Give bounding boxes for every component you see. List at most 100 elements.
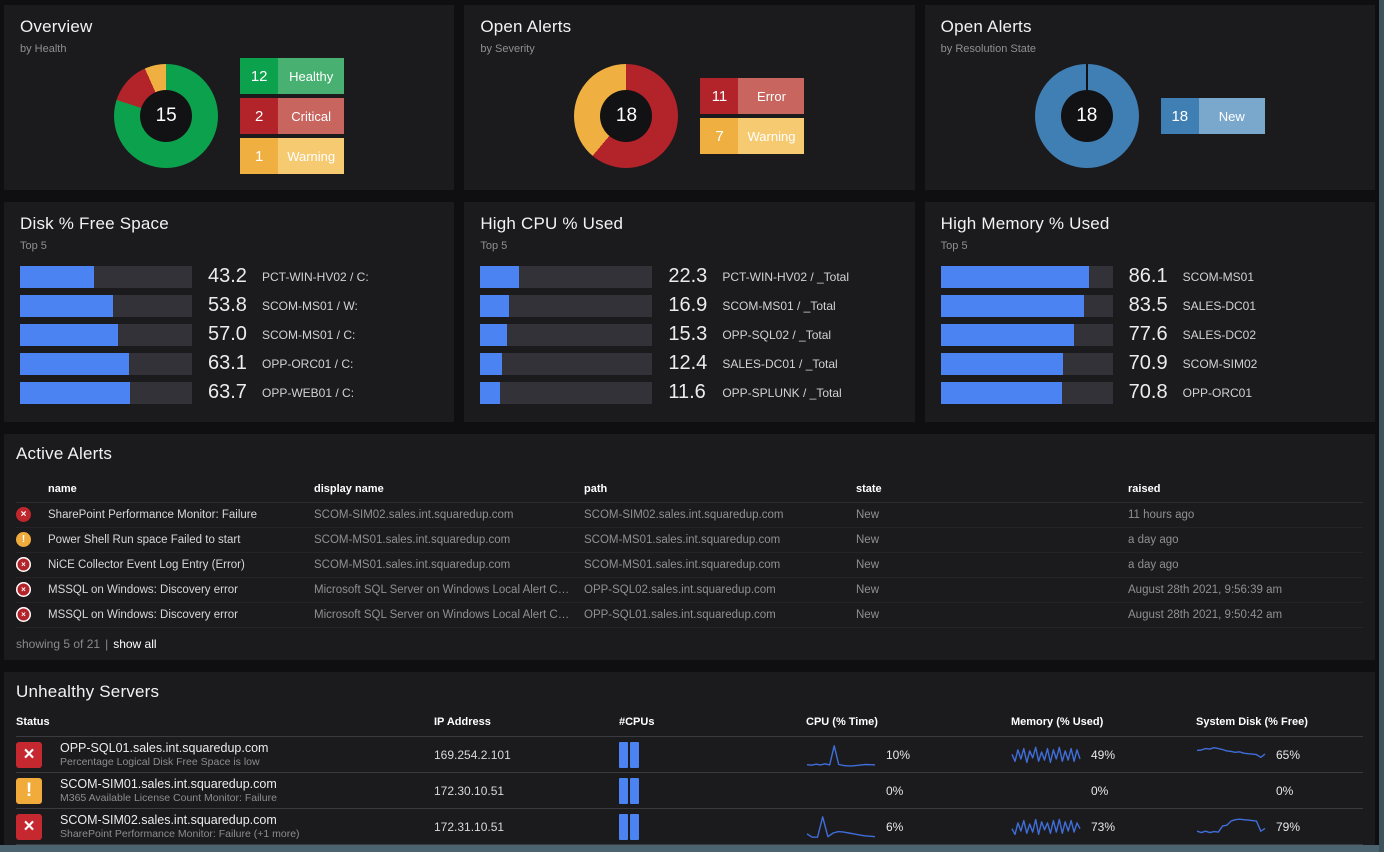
window-edge-bottom [0,845,1384,852]
active-alerts-footer: showing 5 of 21 | show all [16,637,1363,651]
bar-item[interactable]: 70.9 SCOM-SIM02 [940,352,1359,375]
alert-state: New [856,608,880,621]
memory-percent: 49% [1091,747,1116,762]
legend-item[interactable]: 12 Healthy [240,58,345,95]
bar-item[interactable]: 83.5 SALES-DC01 [940,294,1359,317]
bar-item[interactable]: 63.1 OPP-ORC01 / C: [20,352,438,375]
unhealthy-servers-panel: Unhealthy Servers Status IP Address #CPUs C… [4,672,1375,845]
warning-icon: ! [16,532,31,548]
critical-icon: × [16,507,31,523]
bar-label: OPP-ORC01 / C: [262,356,354,371]
alert-raised: 11 hours ago [1128,508,1195,521]
bar-label: SCOM-MS01 / W: [262,298,358,313]
legend-item[interactable]: 11 Error [700,78,805,115]
bar-fill [480,265,519,288]
bar-value: 12.4 [668,352,708,375]
table-row[interactable]: × MSSQL on Windows: Discovery error Micros… [16,578,1363,603]
show-all-link[interactable]: show all [113,636,157,651]
server-row[interactable]: × OPP-SQL01.sales.int.squaredup.com Percen… [16,737,1363,773]
donut-panel-2: Open Alerts by Severity 18 11 Error 7 Warning [464,5,915,190]
bar-item[interactable]: 22.3 PCT-WIN-HV02 / _Total [480,265,898,288]
server-row[interactable]: × SCOM-SIM02.sales.int.squaredup.com Share… [16,809,1363,845]
alert-display-name: Microsoft SQL Server on Windows Local Al… [314,608,584,621]
legend-value: 7 [700,118,739,155]
donut-chart[interactable]: 15 [114,64,219,169]
tile-subtitle: by Resolution State [940,43,1037,55]
legend-item[interactable]: 2 Critical [240,98,345,135]
bar-fill [20,381,130,404]
column-header-raised: raised [1128,482,1161,495]
table-row[interactable]: × MSSQL on Windows: Discovery error Micros… [16,603,1363,628]
memory-percent: 0% [1091,783,1109,798]
cpu-bar-icon [619,813,628,840]
alert-path: SCOM-MS01.sales.int.squaredup.com [584,558,781,571]
bar-item[interactable]: 53.8 SCOM-MS01 / W: [20,294,438,317]
column-header-state: state [856,482,882,495]
bar-fill [20,323,119,346]
bar-panel-3: High Memory % Used Top 5 86.1 SCOM-MS01 83.5… [924,201,1375,422]
bar-track [480,381,653,404]
cpu-percent: 0% [886,783,904,798]
alert-name: NiCE Collector Event Log Entry (Error) [48,558,245,571]
bar-value: 16.9 [668,294,708,317]
cpu-bar-icon [630,813,639,840]
active-alerts-rows: × SharePoint Performance Monitor: Failure… [16,503,1363,628]
table-row[interactable]: × SharePoint Performance Monitor: Failure… [16,503,1363,528]
server-detail: Percentage Logical Disk Free Space is lo… [60,755,260,768]
cpu-count-bars [619,777,806,804]
bar-track [480,323,653,346]
donut-total: 18 [1076,105,1098,127]
bar-value: 63.7 [208,381,247,404]
donut-chart[interactable]: 18 [574,64,679,169]
bar-panel-1: Disk % Free Space Top 5 43.2 PCT-WIN-HV02 /… [4,201,455,422]
server-ip: 172.30.10.51 [434,783,505,798]
footer-separator: | [105,636,109,651]
cpu-percent: 10% [886,747,911,762]
server-name: OPP-SQL01.sales.int.squaredup.com [60,740,269,755]
legend-label: New [1198,98,1265,135]
cpu-bar-icon [630,741,639,768]
alert-name: Power Shell Run space Failed to start [48,533,241,546]
column-header-path: path [584,482,608,495]
alert-state: New [856,533,880,546]
donut-panel-3: Open Alerts by Resolution State 18 18 New [924,5,1375,190]
bar-fill [940,265,1089,288]
legend-item[interactable]: 7 Warning [700,118,805,155]
tile-subtitle: by Health [20,43,67,55]
bar-fill [480,352,502,375]
table-row[interactable]: ! Power Shell Run space Failed to start SC… [16,528,1363,553]
error-icon: × [16,582,31,598]
bar-item[interactable]: 11.6 OPP-SPLUNK / _Total [480,381,898,404]
server-ip: 172.31.10.51 [434,819,505,834]
tile-title: Open Alerts [480,17,572,36]
bar-item[interactable]: 77.6 SALES-DC02 [940,323,1359,346]
alert-display-name: SCOM-MS01.sales.int.squaredup.com [314,558,511,571]
memory-sparkline [1011,742,1081,768]
bar-fill [20,352,129,375]
disk-sparkline [1196,742,1266,768]
bar-label: SCOM-MS01 / C: [262,327,356,342]
bar-item[interactable]: 63.7 OPP-WEB01 / C: [20,381,438,404]
bar-item[interactable]: 16.9 SCOM-MS01 / _Total [480,294,898,317]
bar-fill [940,294,1085,317]
legend-item[interactable]: 18 New [1160,98,1265,135]
server-row[interactable]: ! SCOM-SIM01.sales.int.squaredup.com M365 … [16,773,1363,809]
server-name: SCOM-SIM02.sales.int.squaredup.com [60,812,277,827]
bar-item[interactable]: 70.8 OPP-ORC01 [940,381,1359,404]
table-row[interactable]: × NiCE Collector Event Log Entry (Error) S… [16,553,1363,578]
donut-chart[interactable]: 18 [1034,64,1139,169]
bar-value: 83.5 [1128,294,1168,317]
bar-item[interactable]: 15.3 OPP-SQL02 / _Total [480,323,898,346]
bar-track [480,294,653,317]
server-ip: 169.254.2.101 [434,747,511,762]
alert-path: SCOM-SIM02.sales.int.squaredup.com [584,508,784,521]
bar-item[interactable]: 57.0 SCOM-MS01 / C: [20,323,438,346]
bar-item[interactable]: 12.4 SALES-DC01 / _Total [480,352,898,375]
bar-item[interactable]: 86.1 SCOM-MS01 [940,265,1359,288]
legend-item[interactable]: 1 Warning [240,138,345,175]
alert-path: SCOM-MS01.sales.int.squaredup.com [584,533,781,546]
bar-fill [940,352,1063,375]
bar-item[interactable]: 43.2 PCT-WIN-HV02 / C: [20,265,438,288]
legend-value: 18 [1160,98,1199,135]
legend-value: 12 [240,58,279,95]
